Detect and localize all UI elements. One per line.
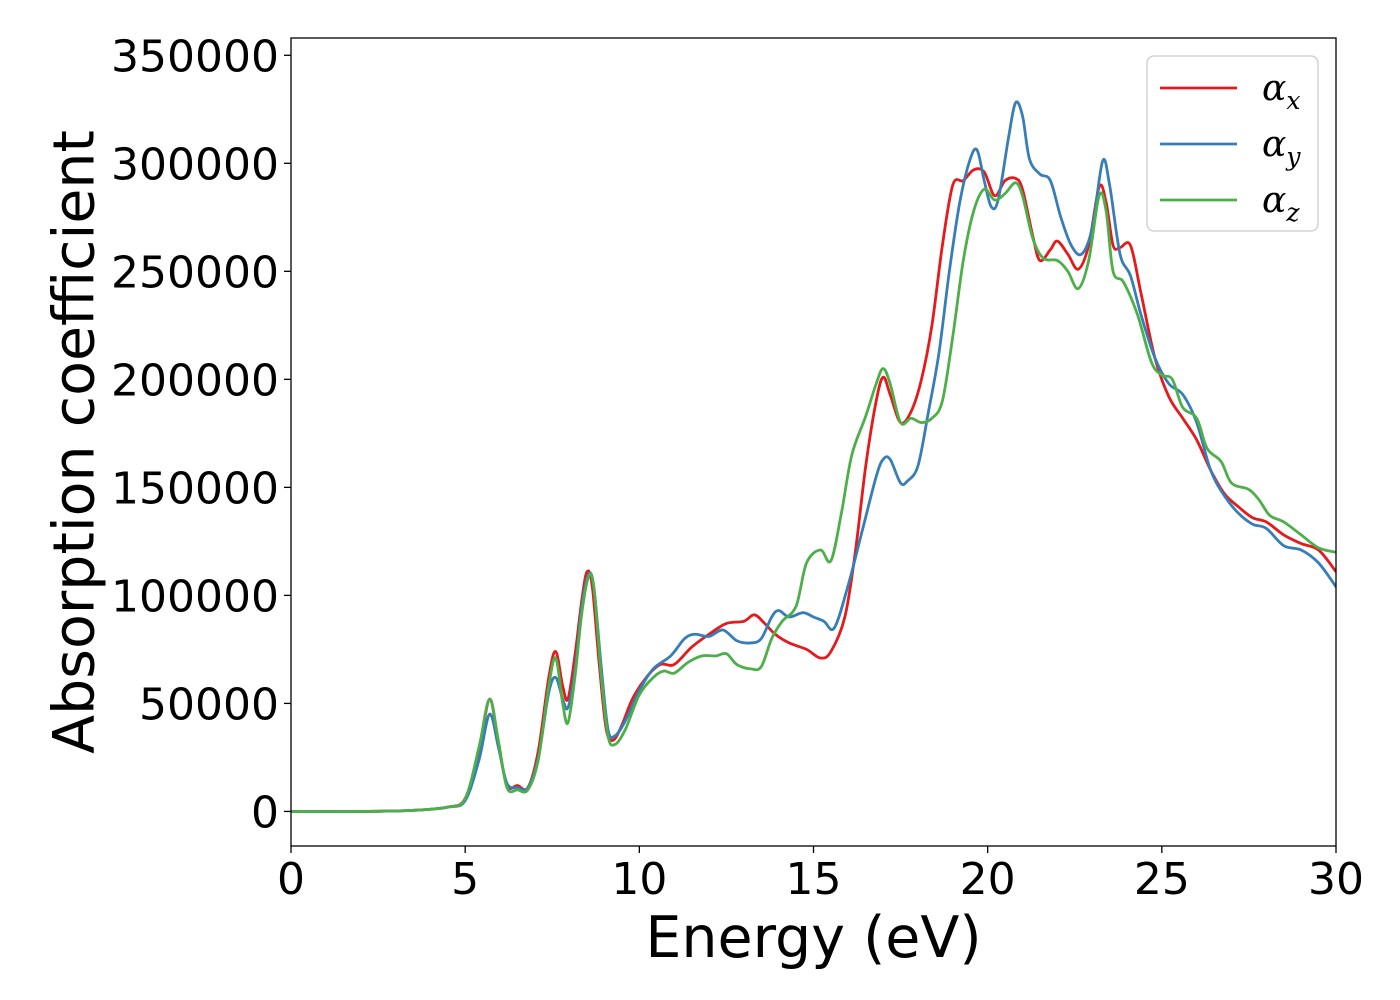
y-tick-label: 350000: [111, 31, 279, 82]
y-tick-label: 300000: [111, 139, 279, 190]
series-lines: [291, 100, 1336, 813]
y-tick-label: 150000: [111, 463, 279, 514]
y-tick-label: 0: [251, 787, 279, 838]
y-tick-label: 250000: [111, 247, 279, 298]
y-axis-title: Absorption coefficient: [42, 130, 108, 754]
x-tick-label: 15: [786, 854, 842, 905]
legend-label-y: αy: [1262, 124, 1301, 171]
legend-label-x: αx: [1262, 68, 1300, 115]
x-tick-label: 5: [451, 854, 479, 905]
x-tick-label: 0: [277, 854, 305, 905]
legend: αx αy αz: [1146, 55, 1319, 232]
series-line-z: [291, 181, 1336, 813]
x-axis: 0 5 10 15 20 25 30: [277, 846, 1364, 905]
x-tick-label: 25: [1134, 854, 1190, 905]
x-tick-label: 10: [611, 854, 667, 905]
y-tick-label: 100000: [111, 571, 279, 622]
series-line-x: [291, 167, 1336, 813]
x-tick-label: 20: [960, 854, 1016, 905]
x-tick-label: 30: [1308, 854, 1364, 905]
y-tick-label: 200000: [111, 355, 279, 406]
legend-label-z: αz: [1262, 180, 1300, 227]
y-axis: 0 50000 100000 150000 200000 250000 300000 3500…: [111, 31, 291, 838]
x-axis-title: Energy (eV): [645, 905, 981, 971]
y-tick-label: 50000: [139, 679, 279, 730]
